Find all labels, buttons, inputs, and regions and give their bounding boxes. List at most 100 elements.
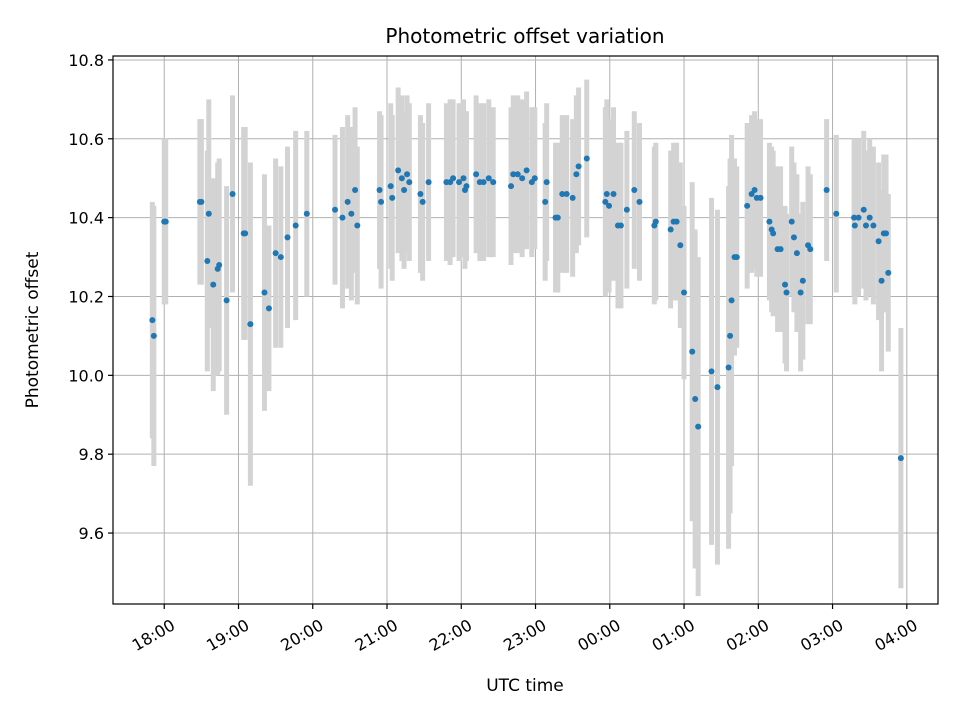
data-point	[456, 179, 463, 186]
data-point	[777, 246, 784, 253]
data-point	[460, 175, 467, 182]
data-point	[860, 206, 867, 213]
y-tick-label: 10.4	[68, 209, 104, 228]
data-point	[417, 190, 424, 197]
data-point	[398, 175, 405, 182]
data-point	[339, 214, 346, 221]
plot-frame	[112, 55, 939, 605]
data-point	[783, 289, 790, 296]
data-point	[150, 332, 157, 339]
data-point	[799, 277, 806, 284]
data-point	[272, 250, 279, 257]
data-point	[519, 175, 526, 182]
data-point	[242, 230, 249, 237]
data-point	[714, 384, 721, 391]
y-tick-label: 9.6	[79, 524, 104, 543]
data-point	[677, 242, 684, 249]
data-point	[673, 218, 680, 225]
data-point	[261, 289, 268, 296]
data-point	[788, 218, 795, 225]
data-point	[389, 194, 396, 201]
data-point	[149, 317, 156, 324]
data-point	[425, 179, 432, 186]
data-point	[523, 167, 530, 174]
data-point	[354, 222, 361, 229]
data-point	[897, 455, 904, 462]
data-point	[610, 190, 617, 197]
data-point	[883, 230, 890, 237]
data-point	[851, 214, 858, 221]
data-point	[623, 206, 630, 213]
data-point	[401, 187, 408, 194]
point-layer	[149, 155, 904, 462]
data-point	[216, 261, 223, 268]
y-tick-label: 10.2	[68, 287, 104, 306]
data-point	[419, 198, 426, 205]
data-point	[695, 423, 702, 430]
data-point	[689, 348, 696, 355]
data-point	[782, 281, 789, 288]
data-point	[198, 198, 205, 205]
data-point	[757, 194, 764, 201]
data-point	[463, 183, 470, 190]
data-point	[766, 218, 773, 225]
data-point	[395, 167, 402, 174]
data-point	[855, 214, 862, 221]
chart-title: Photometric offset variation	[385, 24, 664, 48]
data-point	[602, 198, 609, 205]
data-point	[223, 297, 230, 304]
y-tick-label: 10.0	[68, 366, 104, 385]
data-point	[751, 187, 758, 194]
data-point	[542, 198, 549, 205]
data-point	[636, 198, 643, 205]
data-point	[344, 198, 351, 205]
y-tick-label: 10.8	[68, 51, 104, 70]
data-point	[292, 222, 299, 229]
data-point	[708, 368, 715, 375]
data-point	[617, 222, 624, 229]
data-point	[450, 175, 457, 182]
data-point	[559, 190, 566, 197]
data-point	[162, 218, 169, 225]
data-point	[744, 202, 751, 209]
data-point	[878, 277, 885, 284]
data-point	[387, 183, 394, 190]
data-point	[823, 187, 830, 194]
data-point	[352, 187, 359, 194]
data-point	[284, 234, 291, 241]
data-point	[807, 246, 814, 253]
data-point	[875, 238, 882, 245]
data-point	[603, 190, 610, 197]
data-point	[404, 171, 411, 178]
data-point	[277, 254, 284, 261]
data-point	[790, 234, 797, 241]
data-point	[210, 281, 217, 288]
data-point	[770, 230, 777, 237]
data-point	[667, 226, 674, 233]
data-point	[833, 210, 840, 217]
data-point	[725, 364, 732, 371]
x-axis-label: UTC time	[486, 676, 564, 696]
data-point	[652, 218, 659, 225]
data-point	[727, 332, 734, 339]
data-point	[229, 190, 236, 197]
data-point	[862, 222, 869, 229]
data-point	[265, 305, 272, 312]
data-point	[490, 179, 497, 186]
data-point	[692, 395, 699, 402]
y-axis-ticks: 9.6 9.8 10.0 10.2 10.4 10.6 10.8	[68, 51, 113, 543]
data-point	[485, 175, 492, 182]
y-axis-label: Photometric offset	[23, 251, 43, 408]
data-point	[885, 269, 892, 276]
data-point	[583, 155, 590, 162]
data-point	[406, 179, 413, 186]
data-point	[728, 297, 735, 304]
data-point	[797, 289, 804, 296]
data-point	[733, 254, 740, 261]
data-point	[793, 250, 800, 257]
y-tick-label: 10.6	[68, 130, 104, 149]
data-point	[204, 258, 211, 265]
data-point	[573, 171, 580, 178]
data-point	[575, 163, 582, 170]
